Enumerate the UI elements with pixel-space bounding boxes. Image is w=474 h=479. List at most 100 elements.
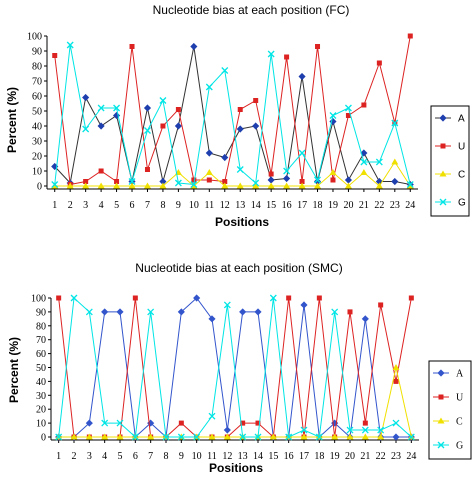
y-tick-label: 90	[32, 47, 42, 58]
x-tick-label: 21	[360, 451, 370, 462]
data-point	[269, 433, 277, 440]
legend-label: C	[456, 417, 463, 428]
data-point	[52, 53, 58, 58]
data-point	[85, 433, 93, 440]
data-point	[331, 308, 339, 316]
x-tick-label: 17	[297, 200, 307, 211]
data-point	[208, 315, 216, 323]
x-tick-label: 22	[374, 200, 384, 211]
y-tick-label: 80	[36, 321, 46, 332]
series-line	[58, 367, 412, 438]
series-line	[54, 35, 411, 186]
data-point	[254, 433, 262, 441]
data-point	[97, 122, 105, 130]
data-point	[223, 301, 231, 309]
data-point	[252, 179, 260, 187]
y-tick-label: 0	[41, 433, 46, 444]
data-point	[254, 308, 262, 316]
y-tick-label: 20	[36, 405, 46, 416]
x-tick-label: 10	[192, 451, 202, 462]
data-point	[361, 315, 369, 323]
data-point	[298, 182, 306, 189]
series-line	[54, 44, 411, 186]
data-point	[174, 179, 182, 187]
data-point	[407, 33, 413, 39]
data-point	[113, 104, 121, 112]
data-point	[267, 182, 275, 189]
x-tick-label: 7	[145, 200, 150, 211]
data-point	[55, 433, 63, 441]
data-point	[101, 433, 109, 440]
x-tick-label: 12	[220, 200, 230, 211]
data-point	[205, 149, 213, 157]
x-tick-label: 5	[118, 451, 123, 462]
y-tick-label: 50	[32, 107, 42, 118]
y-tick-label: 90	[36, 307, 46, 318]
data-point	[82, 93, 90, 102]
data-point	[267, 176, 275, 184]
legend-item: C	[433, 417, 463, 428]
data-point	[174, 122, 182, 130]
y-tick-label: 10	[36, 419, 46, 430]
data-point	[391, 158, 399, 165]
data-point	[114, 179, 120, 184]
x-tick-label: 16	[284, 451, 294, 462]
data-point	[361, 426, 369, 434]
data-point	[269, 294, 277, 302]
y-tick-label: 60	[32, 92, 42, 103]
data-point	[377, 433, 385, 440]
series-G	[51, 41, 414, 188]
data-point	[286, 295, 292, 301]
legend-label: A	[458, 114, 465, 125]
x-tick-label: 15	[266, 200, 276, 211]
data-point	[315, 433, 323, 441]
data-point	[393, 378, 399, 384]
legend-marker	[438, 394, 444, 400]
data-point	[329, 169, 337, 175]
x-tick-label: 8	[164, 451, 169, 462]
x-tick-label: 4	[99, 200, 104, 211]
y-tick-label: 30	[32, 137, 42, 148]
chart-fc: Nucleotide bias at each position (FC) Pe…	[5, 3, 470, 229]
data-point	[97, 104, 105, 112]
data-point	[85, 419, 93, 427]
data-point	[193, 433, 201, 441]
x-axis-label: Positions	[209, 461, 263, 475]
x-axis-label: Positions	[215, 215, 269, 229]
data-point	[190, 181, 198, 188]
legend-marker	[439, 170, 447, 177]
data-point	[116, 419, 124, 427]
data-point	[221, 153, 229, 162]
data-point	[314, 182, 322, 189]
data-point	[66, 41, 74, 49]
series-line	[58, 296, 412, 439]
data-point	[132, 295, 138, 301]
chart-title: Nucleotide bias at each position (FC)	[153, 3, 350, 17]
x-tick-label: 20	[343, 200, 353, 211]
data-point	[360, 169, 368, 175]
legend-item: C	[435, 170, 465, 181]
data-point	[300, 433, 308, 440]
data-point	[221, 67, 229, 74]
data-point	[253, 98, 259, 103]
data-point	[330, 177, 336, 183]
data-point	[193, 294, 201, 302]
legend-label: G	[458, 198, 466, 209]
data-point	[298, 72, 306, 81]
legend-item: U	[433, 393, 464, 404]
x-tick-label: 10	[189, 200, 199, 211]
y-tick-label: 30	[36, 391, 46, 402]
data-point	[361, 433, 369, 440]
data-point	[239, 433, 247, 441]
data-point	[284, 54, 290, 60]
data-point	[236, 125, 244, 133]
data-point	[344, 176, 353, 184]
legend-marker	[439, 114, 447, 122]
x-tick-label: 21	[359, 200, 369, 211]
data-point	[361, 102, 367, 108]
x-tick-label: 9	[176, 200, 181, 211]
data-point	[128, 182, 136, 189]
data-point	[375, 182, 383, 189]
legend-label: A	[456, 369, 464, 380]
x-tick-label: 9	[179, 451, 184, 462]
